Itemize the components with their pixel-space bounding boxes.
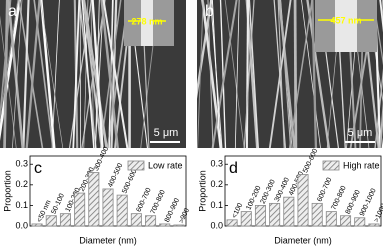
x-axis-label: Diameter (nm)	[274, 235, 332, 245]
y-tick-label: 0.3	[210, 159, 223, 169]
fiber	[81, 0, 106, 148]
fiber	[268, 0, 292, 148]
bar	[159, 223, 171, 227]
fiber	[211, 0, 238, 148]
legend-swatch	[127, 160, 145, 171]
fiber	[22, 0, 30, 148]
fiber	[0, 15, 17, 148]
fiber	[40, 0, 56, 148]
y-tick-label: 0.0	[15, 220, 28, 230]
fiber	[110, 0, 118, 148]
bar	[145, 215, 157, 227]
panel-label: a	[8, 3, 17, 20]
y-tick-label: 0.1	[210, 200, 223, 210]
fiber	[187, 0, 196, 150]
bar	[31, 223, 43, 227]
fiber	[7, 0, 25, 148]
y-axis-label: Proportion	[2, 170, 12, 212]
bar	[226, 219, 238, 227]
fiber	[197, 0, 204, 148]
fiber	[12, 0, 23, 148]
panel-label: b	[205, 3, 214, 20]
fiber	[379, 98, 383, 148]
y-tick-label: 0.3	[15, 159, 28, 169]
charts: 0.00.10.20.3<50 nm50-100100-200200-30030…	[2, 146, 383, 246]
bar	[311, 202, 323, 227]
fiber	[278, 0, 296, 148]
fiber	[243, 0, 255, 148]
bar	[45, 215, 57, 227]
x-axis-label: Diameter (nm)	[79, 235, 137, 245]
fiber	[293, 0, 298, 148]
bar	[340, 215, 352, 227]
fiber	[81, 0, 95, 148]
scale-label: 5 μm	[154, 127, 179, 139]
bar	[240, 211, 252, 227]
inset-fiber	[335, 0, 357, 52]
fiber	[18, 0, 44, 148]
fiber	[0, 0, 19, 120]
bar	[269, 202, 281, 227]
y-tick-label: 0.1	[15, 200, 28, 210]
fiber	[245, 0, 250, 148]
fiber	[3, 0, 9, 148]
bar	[354, 217, 366, 227]
fiber	[306, 0, 331, 148]
fiber	[234, 0, 240, 148]
bar	[325, 211, 337, 227]
legend-label: Low rate	[148, 160, 183, 170]
category-label: >1000	[373, 203, 383, 224]
bar	[88, 172, 100, 227]
fiber	[224, 0, 245, 148]
legend-label: High rate	[343, 160, 380, 170]
y-tick-label: 0.0	[210, 220, 223, 230]
inset-label: 278 nm	[131, 16, 162, 26]
legend-swatch	[322, 160, 340, 171]
bar	[102, 188, 114, 227]
bar	[368, 223, 380, 227]
y-axis-label: Proportion	[197, 170, 207, 212]
bar	[116, 194, 128, 227]
bar	[74, 192, 86, 227]
fiber	[0, 0, 12, 126]
bar	[297, 174, 309, 227]
fiber	[211, 0, 221, 148]
y-tick-label: 0.2	[210, 179, 223, 189]
fiber	[197, 0, 213, 100]
scale-label: 5 μm	[348, 127, 373, 139]
bar	[254, 205, 266, 227]
panel-label: d	[229, 160, 238, 177]
sem-overlay: 278 nm a 5 μm 457 nm b 5 μm	[8, 0, 377, 143]
fiber	[82, 0, 108, 148]
fiber	[100, 0, 119, 148]
fiber	[301, 0, 321, 148]
fiber	[374, 68, 383, 148]
bar	[59, 213, 71, 227]
fiber	[94, 0, 104, 148]
fiber	[91, 0, 104, 148]
fiber	[102, 0, 129, 148]
inset-label: 457 nm	[330, 15, 361, 25]
bar	[173, 224, 185, 227]
fiber	[188, 0, 189, 150]
chart: 0.00.10.20.3<50 nm50-100100-200200-30030…	[2, 146, 191, 246]
bar	[283, 196, 295, 227]
y-tick-label: 0.2	[15, 179, 28, 189]
fiber	[201, 0, 223, 148]
fiber	[40, 0, 64, 148]
fiber	[72, 0, 81, 148]
fiber	[372, 0, 383, 66]
fiber	[207, 0, 214, 148]
panel-label: c	[34, 160, 42, 177]
fiber	[0, 0, 21, 142]
fiber	[219, 0, 227, 148]
fiber	[311, 0, 318, 148]
fiber	[248, 0, 259, 148]
fiber	[25, 0, 41, 148]
chart: 0.00.10.20.3<100 100-200200-300300-400400…	[197, 148, 383, 246]
bar	[130, 213, 142, 227]
inset-fiber	[141, 0, 153, 46]
